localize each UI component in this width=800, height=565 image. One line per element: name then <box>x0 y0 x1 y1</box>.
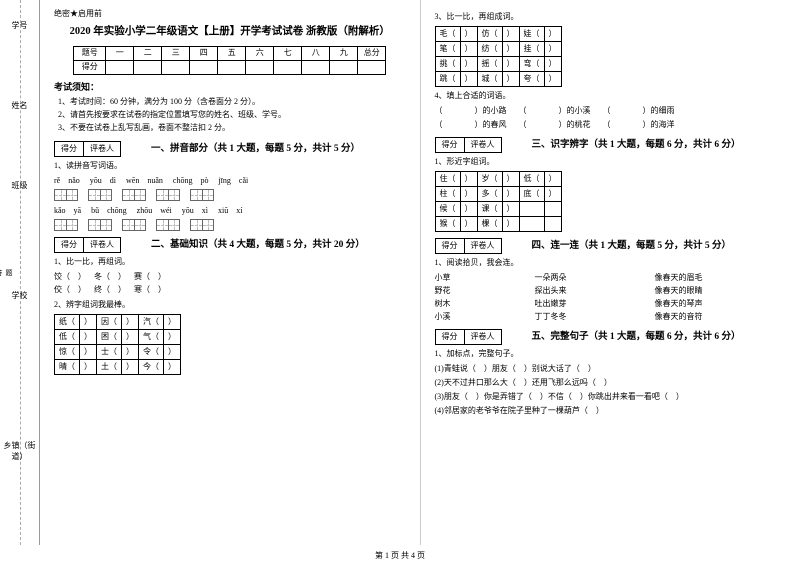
q-5-1: 1、加标点，完整句子。 <box>435 348 787 360</box>
table-2-2: 纸（）因（）汽（） 低（）困（）气（） 惊（）士（）令（） 晴（）土（）今（） <box>54 314 181 375</box>
score-table: 题号一二三四五六七八九总分 得分 <box>73 46 386 75</box>
q-4-1: 1、阅读拾贝，我会连。 <box>435 257 787 269</box>
q-2-1: 1、比一比，再组词。 <box>54 256 406 268</box>
section-3-title: 三、识字辨字（共 1 大题，每题 6 分，共计 6 分） <box>532 138 741 152</box>
score-box-3: 得分评卷人 <box>435 137 502 153</box>
q-2-3: 3、比一比，再组成词。 <box>435 11 787 23</box>
q-3-1: 1、形近字组词。 <box>435 156 787 168</box>
score-box-4: 得分评卷人 <box>435 238 502 254</box>
score-box-2: 得分评卷人 <box>54 237 121 253</box>
notice-heading: 考试须知： <box>54 81 406 95</box>
section-4-title: 四、连一连（共 1 大题，每题 5 分，共计 5 分） <box>532 239 732 253</box>
q-1-1: 1、读拼音写词语。 <box>54 160 406 172</box>
exam-title: 2020 年实验小学二年级语文【上册】开学考试试卷 浙教版（附解析） <box>54 24 406 40</box>
secret-label: 绝密★启用前 <box>54 8 406 20</box>
q-2-4: 4、填上合适的词语。 <box>435 90 787 102</box>
spine-xuehao: 学号 <box>0 20 39 31</box>
notice-list: 1、考试时间：60 分钟，满分为 100 分（含卷面分 2 分）。 2、请首先按… <box>54 96 406 134</box>
section-1-title: 一、拼音部分（共 1 大题，每题 5 分，共计 5 分） <box>151 142 360 156</box>
score-box-1: 得分评卷人 <box>54 141 121 157</box>
q-2-2: 2、辨字组词我最棒。 <box>54 299 406 311</box>
table-3: 住（）岁（）低（） 柱（）多（）底（） 候（）课（） 猴（）棵（） <box>435 171 562 232</box>
score-box-5: 得分评卷人 <box>435 329 502 345</box>
section-2-title: 二、基础知识（共 4 大题，每题 5 分，共计 20 分） <box>151 238 365 252</box>
table-2-3: 毛（）仿（）娃（） 笔（）纺（）挂（） 挑（）摇（）弯（） 跳（）城（）夸（） <box>435 26 562 87</box>
page-footer: 第 1 页 共 4 页 <box>0 550 800 561</box>
section-5-title: 五、完整句子（共 1 大题，每题 6 分，共计 6 分） <box>532 330 741 344</box>
